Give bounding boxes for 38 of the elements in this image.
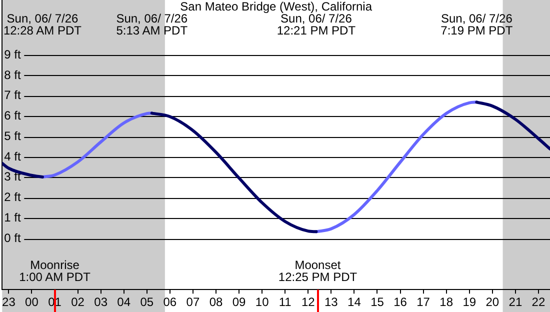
y-tick-label: 8 ft [4, 68, 22, 82]
x-tick-label: 22 [532, 295, 546, 310]
x-tick-label: 08 [209, 295, 223, 310]
x-tick-label: 13 [324, 295, 338, 310]
x-tick-label: 07 [186, 295, 200, 310]
x-tick-label: 14 [348, 295, 362, 310]
annotation: Sun, 06/ 7/26 12:28 AM PDT [3, 11, 82, 38]
x-tick-label: 16 [394, 295, 408, 310]
x-tick-label: 15 [370, 295, 384, 310]
x-tick-label: 23 [2, 295, 16, 310]
x-tick-label: 06 [163, 295, 177, 310]
y-tick-label: 1 ft [4, 210, 22, 225]
x-tick-label: 02 [71, 295, 85, 310]
y-tick-label: 0 ft [4, 230, 22, 245]
x-tick-label: 18 [440, 295, 454, 310]
x-tick-label: 20 [486, 295, 500, 310]
x-tick-label: 04 [117, 295, 131, 310]
x-tick-label: 19 [462, 295, 476, 310]
ref-line-label: Moonset 12:25 PM PDT [278, 258, 358, 284]
x-tick-label: 21 [508, 295, 522, 310]
x-tick-label: 17 [416, 295, 430, 310]
y-tick-label: 7 ft [4, 88, 22, 102]
annotation: Sun, 06/ 7/26 5:13 AM PDT [116, 11, 188, 38]
x-tick-label: 10 [255, 295, 270, 310]
y-tick-label: 2 ft [4, 190, 22, 204]
y-tick-label: 9 ft [4, 47, 22, 62]
x-tick-label: 03 [94, 295, 108, 310]
x-tick-label: 12 [301, 295, 316, 310]
y-tick-label: 4 ft [4, 149, 22, 164]
x-tick-label: 11 [278, 295, 292, 310]
chart-title: San Mateo Bridge (West), California [180, 0, 372, 14]
y-tick-label: 6 ft [4, 108, 22, 123]
x-tick-label: 09 [232, 295, 246, 310]
y-tick-label: 5 ft [4, 128, 22, 143]
x-tick-label: 00 [25, 295, 39, 310]
annotation: Sun, 06/ 7/26 7:19 PM PDT [440, 11, 514, 38]
x-tick-label: 05 [140, 295, 154, 310]
ref-line-label: Moonrise 1:00 AM PDT [19, 258, 92, 284]
